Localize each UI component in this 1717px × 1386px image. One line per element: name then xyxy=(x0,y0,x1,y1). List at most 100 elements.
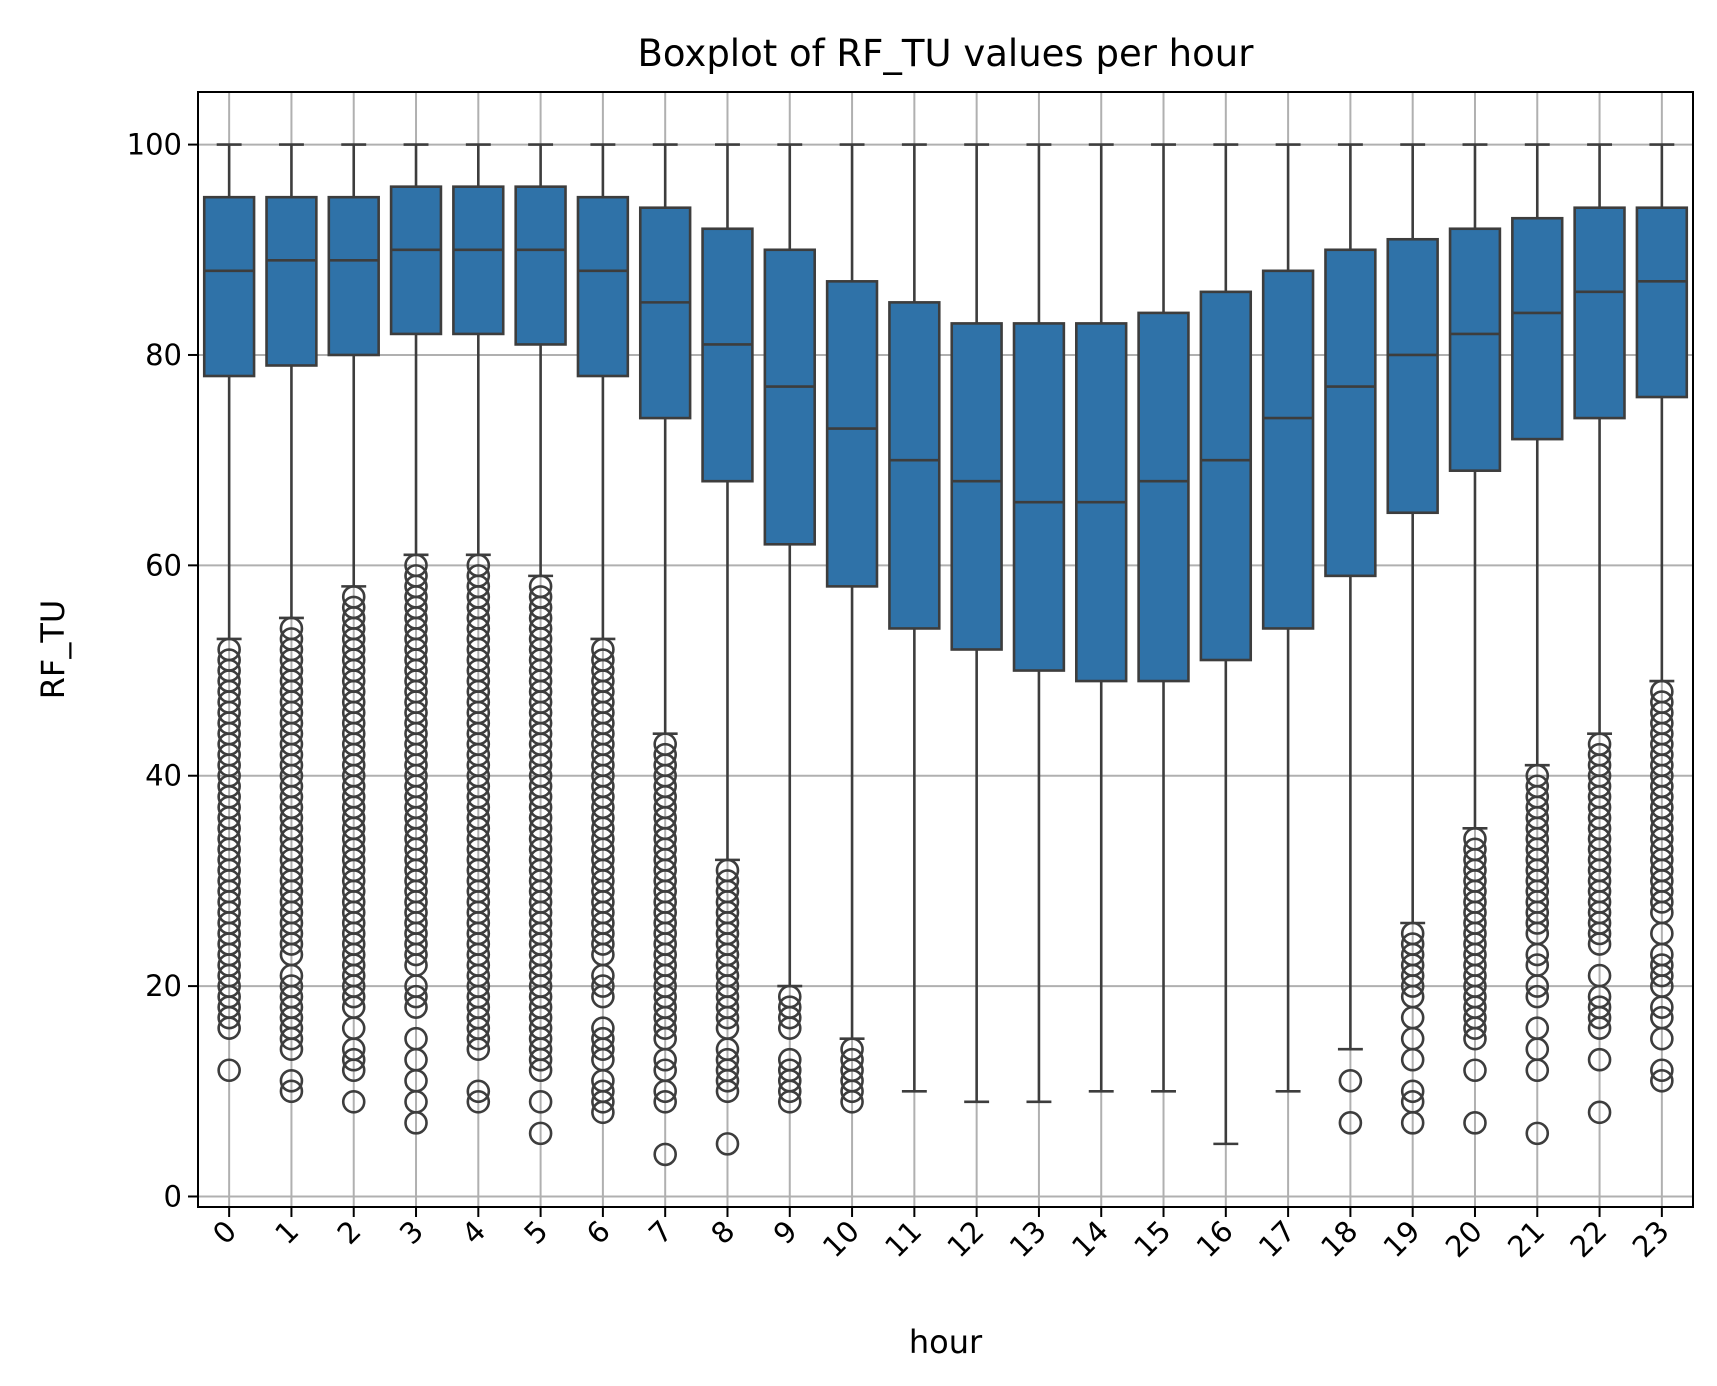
outlier-point xyxy=(1650,1058,1674,1083)
outlier-point xyxy=(777,995,802,1019)
outlier-point xyxy=(1338,1111,1363,1135)
x-tick-label: 8 xyxy=(704,1214,741,1251)
outlier-point xyxy=(1650,953,1674,977)
outlier-point xyxy=(1650,679,1674,704)
box-hour-10 xyxy=(825,143,879,1114)
iqr-box xyxy=(825,280,879,588)
iqr-box xyxy=(1137,311,1190,683)
outlier-point xyxy=(1650,1005,1674,1030)
outlier-point xyxy=(528,1090,553,1114)
box-hour-11 xyxy=(888,143,941,1093)
iqr-box xyxy=(701,227,754,483)
outlier-point xyxy=(1587,995,1612,1019)
outlier-point xyxy=(653,732,677,756)
box-hour-18 xyxy=(1324,143,1377,1135)
x-tick-label: 22 xyxy=(1563,1214,1613,1264)
outlier-point xyxy=(715,1047,740,1072)
x-tick-label: 4 xyxy=(455,1214,492,1251)
box-hour-6 xyxy=(576,143,630,1125)
y-tick-label: 60 xyxy=(145,548,182,582)
boxes xyxy=(202,143,1689,1167)
outlier-point xyxy=(1463,1111,1487,1135)
y-tick-label: 20 xyxy=(145,969,182,1003)
outlier-point xyxy=(591,974,615,998)
outlier-point xyxy=(279,974,304,998)
outlier-point xyxy=(1587,742,1612,767)
outlier-point xyxy=(1587,732,1612,756)
outlier-point xyxy=(341,585,366,609)
x-tick-label: 15 xyxy=(1127,1214,1177,1264)
x-tick-label: 9 xyxy=(767,1214,804,1251)
iqr-box xyxy=(763,248,816,546)
outlier-point xyxy=(1463,827,1487,851)
box-hour-8 xyxy=(701,143,754,1156)
outlier-point xyxy=(591,637,615,662)
y-tick-label: 100 xyxy=(127,128,182,162)
iqr-box xyxy=(1199,290,1253,662)
box-hour-1 xyxy=(265,143,318,1104)
iqr-box xyxy=(1635,206,1689,399)
outlier-point xyxy=(1650,1068,1674,1093)
outlier-point xyxy=(591,648,615,672)
outlier-point xyxy=(217,1058,241,1083)
x-tick-label: 3 xyxy=(393,1214,430,1251)
x-tick-label: 6 xyxy=(580,1214,617,1251)
outlier-point xyxy=(528,1121,553,1146)
box-hour-22 xyxy=(1573,143,1626,1125)
outlier-point xyxy=(1587,963,1612,988)
x-tick-label: 18 xyxy=(1314,1214,1364,1264)
outlier-point xyxy=(279,1068,304,1093)
outlier-point xyxy=(1463,1058,1487,1083)
outlier-point xyxy=(1400,1090,1425,1114)
box-hour-13 xyxy=(1012,143,1066,1104)
box-hour-12 xyxy=(950,143,1003,1104)
outlier-point xyxy=(528,574,553,599)
outlier-point xyxy=(777,1047,802,1072)
iqr-box xyxy=(888,301,941,630)
y-tick-label: 80 xyxy=(145,338,182,372)
iqr-box xyxy=(1386,237,1439,515)
box-hour-23 xyxy=(1635,143,1689,1093)
x-tick-label: 0 xyxy=(206,1214,243,1251)
outlier-point xyxy=(1525,1016,1550,1040)
outlier-point xyxy=(217,637,241,662)
x-tick-label: 10 xyxy=(816,1214,866,1264)
box-hour-7 xyxy=(638,143,692,1167)
y-axis-label: RF_TU xyxy=(34,600,72,700)
outlier-point xyxy=(404,984,428,1009)
outlier-point xyxy=(715,1132,740,1156)
box-hour-14 xyxy=(1075,143,1128,1093)
x-tick-label: 21 xyxy=(1501,1214,1551,1264)
x-tick-label: 12 xyxy=(940,1214,990,1264)
x-tick-label: 20 xyxy=(1439,1214,1489,1264)
iqr-box xyxy=(452,185,505,336)
iqr-box xyxy=(1448,227,1502,472)
x-tick-label: 5 xyxy=(517,1214,554,1251)
outlier-point xyxy=(653,1058,677,1083)
outlier-point xyxy=(653,742,677,767)
x-axis-label: hour xyxy=(909,1323,983,1361)
outlier-point xyxy=(528,585,553,609)
chart-title: Boxplot of RF_TU values per hour xyxy=(638,32,1255,75)
y-tick-label: 40 xyxy=(145,759,182,793)
outlier-point xyxy=(466,553,491,578)
x-tick-label: 2 xyxy=(331,1214,368,1251)
box-hour-20 xyxy=(1448,143,1502,1135)
iqr-box xyxy=(1573,206,1626,420)
x-tick-label: 11 xyxy=(878,1214,928,1264)
iqr-box xyxy=(1511,216,1564,441)
box-hour-16 xyxy=(1199,143,1253,1146)
outlier-point xyxy=(279,1079,304,1104)
outlier-point xyxy=(1400,1079,1425,1104)
outlier-point xyxy=(279,616,304,641)
outlier-point xyxy=(1338,1068,1363,1093)
box-hour-0 xyxy=(202,143,256,1083)
outlier-point xyxy=(341,1047,366,1072)
x-tick-label: 7 xyxy=(642,1214,679,1251)
iqr-box xyxy=(389,185,443,336)
x-tick-label: 14 xyxy=(1065,1214,1115,1264)
box-hour-4 xyxy=(452,143,505,1114)
iqr-box xyxy=(638,206,692,420)
outlier-point xyxy=(653,1142,677,1167)
iqr-box xyxy=(327,195,380,357)
